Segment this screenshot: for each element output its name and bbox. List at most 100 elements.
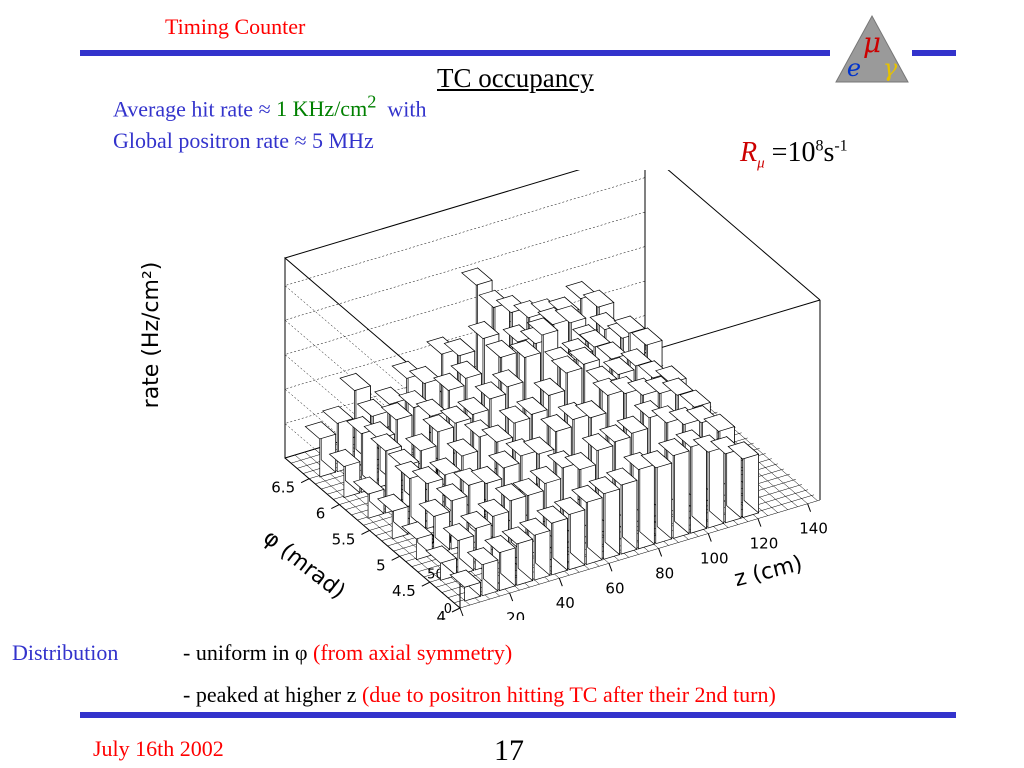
- phi-tick: [391, 555, 400, 561]
- bar-top-face: [516, 396, 548, 415]
- bar-top-face: [304, 421, 337, 440]
- bar-top-face: [616, 415, 649, 434]
- top-right-edge: [667, 170, 821, 301]
- bar-top-face: [679, 389, 712, 408]
- bar-top-face: [692, 434, 725, 453]
- global-positron-rate-line: Global positron rate ≈ 5 MHz: [113, 128, 374, 154]
- bar-top-face: [435, 483, 468, 502]
- bar-top-face: [509, 339, 542, 358]
- bar-top-face: [498, 405, 531, 424]
- z-axis-title: z (cm): [732, 551, 805, 592]
- bar-top-face: [518, 517, 551, 536]
- z-tick-label: 80: [655, 564, 674, 582]
- bar-top-face: [574, 400, 607, 419]
- bar-top-face: [557, 402, 590, 421]
- bar-top-face: [474, 381, 507, 400]
- logo-letter-gamma: γ: [883, 54, 898, 82]
- distribution-label: Distribution: [12, 640, 119, 665]
- bar-top-face: [488, 450, 520, 469]
- bar-top-face: [512, 478, 544, 497]
- bar-top-face: [481, 424, 514, 443]
- bar-top-face: [328, 448, 361, 467]
- bar-top-face: [429, 457, 461, 476]
- phi-tick-label: 4: [436, 608, 446, 620]
- z-tick-label: 40: [556, 594, 575, 612]
- bar-top-face: [582, 289, 615, 308]
- phi-tick-label: 5.5: [332, 530, 356, 548]
- bar-top-face: [627, 377, 659, 396]
- bar-top-face: [592, 377, 625, 396]
- bar-top-face: [380, 402, 413, 421]
- z-tick: [459, 607, 464, 617]
- bar-top-face: [404, 433, 437, 452]
- bar-top-face: [505, 438, 538, 457]
- page-number: 17: [494, 734, 524, 767]
- bar-top-face: [321, 405, 354, 424]
- distribution-bullet-peaked: - peaked at higher z (due to positron hi…: [183, 682, 776, 707]
- bar-top-face: [623, 452, 656, 470]
- bar-top-face: [554, 305, 587, 324]
- logo-letter-e: e: [847, 54, 861, 82]
- bar-top-face: [513, 300, 545, 319]
- hit-rate-prefix: Average hit rate: [113, 96, 254, 122]
- phi-tick-label: 4.5: [392, 582, 416, 600]
- bar-top-face: [571, 484, 603, 503]
- bar-top-face: [501, 526, 534, 545]
- hit-rate-suffix: with: [387, 96, 427, 122]
- meg-logo: μ e γ: [835, 14, 909, 83]
- bar-top-face: [470, 466, 503, 485]
- bar-top-face: [536, 505, 569, 524]
- phi-tick: [421, 581, 431, 587]
- bar-top-face: [467, 321, 500, 340]
- phi-tick: [331, 504, 340, 509]
- bar-top-face: [640, 450, 673, 469]
- phi-tick-label: 5: [376, 556, 386, 574]
- bar-top-face: [537, 307, 570, 326]
- bar-top-face: [564, 452, 597, 471]
- bar-top-face: [460, 267, 493, 286]
- hit-rate-value: 1 KHz/cm2: [276, 92, 377, 122]
- bar-top-face: [370, 433, 403, 452]
- distribution-bullet-uniform: - uniform in φ (from axial symmetry): [183, 640, 513, 665]
- bar-top-face: [449, 569, 482, 588]
- bar-top-face: [540, 414, 572, 433]
- occupancy-lego-plot: 0500100015002000250002040608010012014044…: [139, 170, 828, 620]
- bar-top-face: [596, 341, 628, 360]
- bar-top-face: [491, 369, 524, 388]
- bar-top-face: [522, 436, 555, 455]
- bar-top-face: [630, 327, 663, 346]
- average-hit-rate-line: Average hit rate ≈ 1 KHz/cm2 with: [113, 92, 426, 122]
- bar-top-face: [352, 476, 385, 495]
- bar-top-face: [439, 405, 472, 424]
- approx-symbol: ≈: [294, 128, 307, 153]
- bar-top-face: [661, 377, 694, 396]
- bar-top-face: [703, 413, 736, 432]
- slide-title: TC occupancy: [437, 63, 594, 93]
- z-tick: [658, 548, 663, 557]
- phi-tick-label: 6.5: [271, 479, 295, 497]
- bar-top-face: [605, 467, 638, 486]
- z-tick: [707, 533, 712, 542]
- z-tick: [608, 563, 613, 572]
- positron-rate-value: 5 MHz: [312, 128, 374, 153]
- bar-top-face: [477, 498, 510, 517]
- bar-top-face: [425, 545, 458, 564]
- bar-top-face: [460, 510, 492, 529]
- bar-top-face: [550, 355, 583, 374]
- footer-date: July 16th 2002: [93, 736, 224, 761]
- bar-top-face: [568, 346, 600, 365]
- phi-tick: [451, 607, 461, 613]
- bar-top-face: [484, 535, 516, 554]
- bar-top-face: [443, 338, 476, 357]
- logo-letter-mu: μ: [863, 26, 881, 59]
- phi-tick: [300, 478, 310, 484]
- bar-top-face: [422, 414, 455, 433]
- bar-top-face: [408, 365, 441, 384]
- header-title: Timing Counter: [165, 14, 306, 39]
- bar-top-face: [599, 424, 631, 443]
- z-tick-label: 100: [700, 550, 729, 568]
- bar-top-face: [415, 398, 448, 417]
- bar-top-face: [609, 376, 642, 395]
- bar-top-face: [494, 483, 527, 502]
- muon-rate-formula: Rμ =108s-1: [740, 137, 848, 172]
